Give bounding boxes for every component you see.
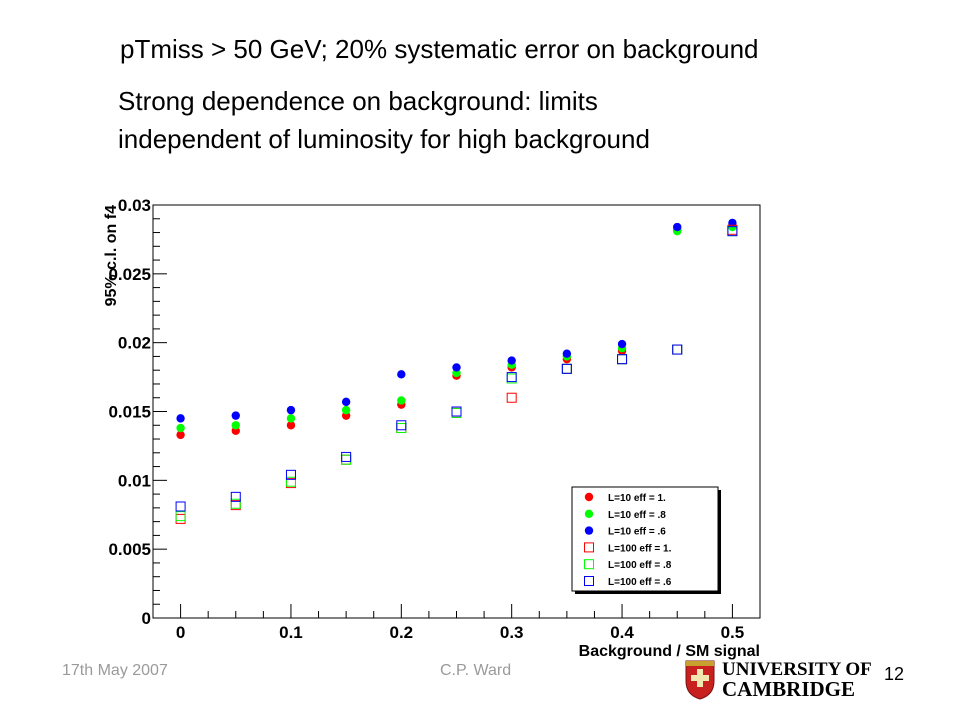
series-3: [176, 218, 737, 423]
data-point: [175, 513, 186, 524]
x-axis-title: Background / SM signal: [579, 643, 760, 660]
data-point: [396, 420, 407, 431]
footer-date: 17th May 2007: [62, 662, 168, 679]
data-point: [397, 370, 406, 379]
legend-box: [571, 486, 719, 592]
data-point: [506, 392, 517, 403]
legend-label: L=100 eff = .8: [608, 560, 672, 571]
slide-title: pTmiss > 50 GeV; 20% systematic error on…: [120, 34, 759, 64]
data-point: [562, 349, 572, 358]
page-number: 12: [884, 664, 905, 684]
data-point: [672, 344, 683, 355]
data-point: [561, 363, 572, 374]
data-point: [584, 509, 594, 518]
series-1: [176, 221, 737, 440]
data-point: [584, 492, 594, 502]
data-point: [286, 405, 296, 415]
data-point: [451, 406, 462, 417]
data-point: [176, 414, 185, 423]
data-point: [341, 454, 352, 465]
legend-label: L=100 eff = .6: [608, 577, 672, 588]
x-tick-label: 0.2: [389, 623, 413, 642]
data-point: [672, 344, 683, 355]
legend-label: L=10 eff = 1.: [608, 493, 666, 504]
data-point: [727, 226, 738, 237]
data-point: [584, 526, 594, 535]
legend: L=10 eff = 1. L=10 eff = .8 L=10 eff = .6 L…: [571, 486, 719, 592]
data-point: [231, 411, 240, 420]
data-point: [673, 222, 682, 232]
y-tick-label: 0: [142, 609, 151, 628]
data-point: [285, 476, 296, 487]
body-line-2: independent of luminosity for high backg…: [118, 124, 650, 154]
data-point: [584, 542, 594, 553]
data-point: [176, 430, 185, 440]
logo-line-2: CAMBRIDGE: [722, 677, 855, 701]
y-tick-label: 0.025: [108, 265, 151, 284]
data-point: [230, 491, 241, 502]
y-tick-label: 0.03: [118, 196, 151, 215]
data-point: [617, 354, 628, 365]
data-point: [507, 356, 516, 365]
x-tick-label: 0.3: [500, 623, 524, 642]
x-tick-label: 0.5: [721, 623, 745, 642]
data-point: [286, 414, 296, 423]
data-point: [175, 501, 186, 512]
legend-label: L=10 eff = .6: [608, 527, 666, 538]
data-point: [506, 372, 517, 383]
data-point: [617, 354, 628, 365]
y-tick-label: 0.01: [118, 471, 151, 490]
x-tick-label: 0.1: [279, 623, 303, 642]
data-point: [285, 469, 296, 480]
university-logo: UNIVERSITY OF CAMBRIDGE: [685, 659, 872, 701]
series-2: [176, 222, 737, 433]
data-point: [617, 339, 627, 349]
footer-author: C.P. Ward: [440, 662, 512, 679]
data-point: [396, 423, 407, 434]
y-tick-label: 0.015: [108, 403, 151, 422]
logo-line-1: UNIVERSITY OF: [722, 659, 872, 680]
crest-icon: [685, 660, 715, 700]
data-point: [341, 454, 352, 465]
data-point: [286, 421, 296, 430]
y-tick-label: 0.02: [118, 334, 151, 353]
data-point: [341, 405, 351, 415]
data-point: [176, 423, 185, 433]
x-tick-label: 0.4: [610, 623, 634, 642]
data-point: [175, 511, 186, 522]
data-point: [341, 397, 351, 407]
x-tick-label: 0: [176, 623, 185, 642]
slide-body: Strong dependence on background: limits …: [118, 82, 878, 158]
data-point: [672, 344, 683, 355]
data-point: [230, 498, 241, 509]
data-point: [617, 354, 628, 365]
series-6: [175, 226, 738, 512]
y-axis-title: 95% c.l. on f4: [103, 205, 120, 306]
legend-label: L=100 eff = 1.: [608, 543, 672, 554]
body-line-1: Strong dependence on background: limits: [118, 86, 598, 116]
data-point: [728, 218, 737, 228]
data-point: [452, 363, 461, 372]
data-point: [584, 559, 594, 570]
legend-label: L=10 eff = .8: [608, 510, 666, 521]
y-tick-label: 0.005: [108, 540, 151, 559]
data-point: [561, 363, 572, 374]
data-point: [561, 363, 572, 374]
data-point: [584, 576, 594, 586]
data-point: [231, 421, 240, 430]
data-point: [396, 423, 407, 434]
data-point: [397, 396, 406, 405]
data-point: [341, 451, 352, 462]
